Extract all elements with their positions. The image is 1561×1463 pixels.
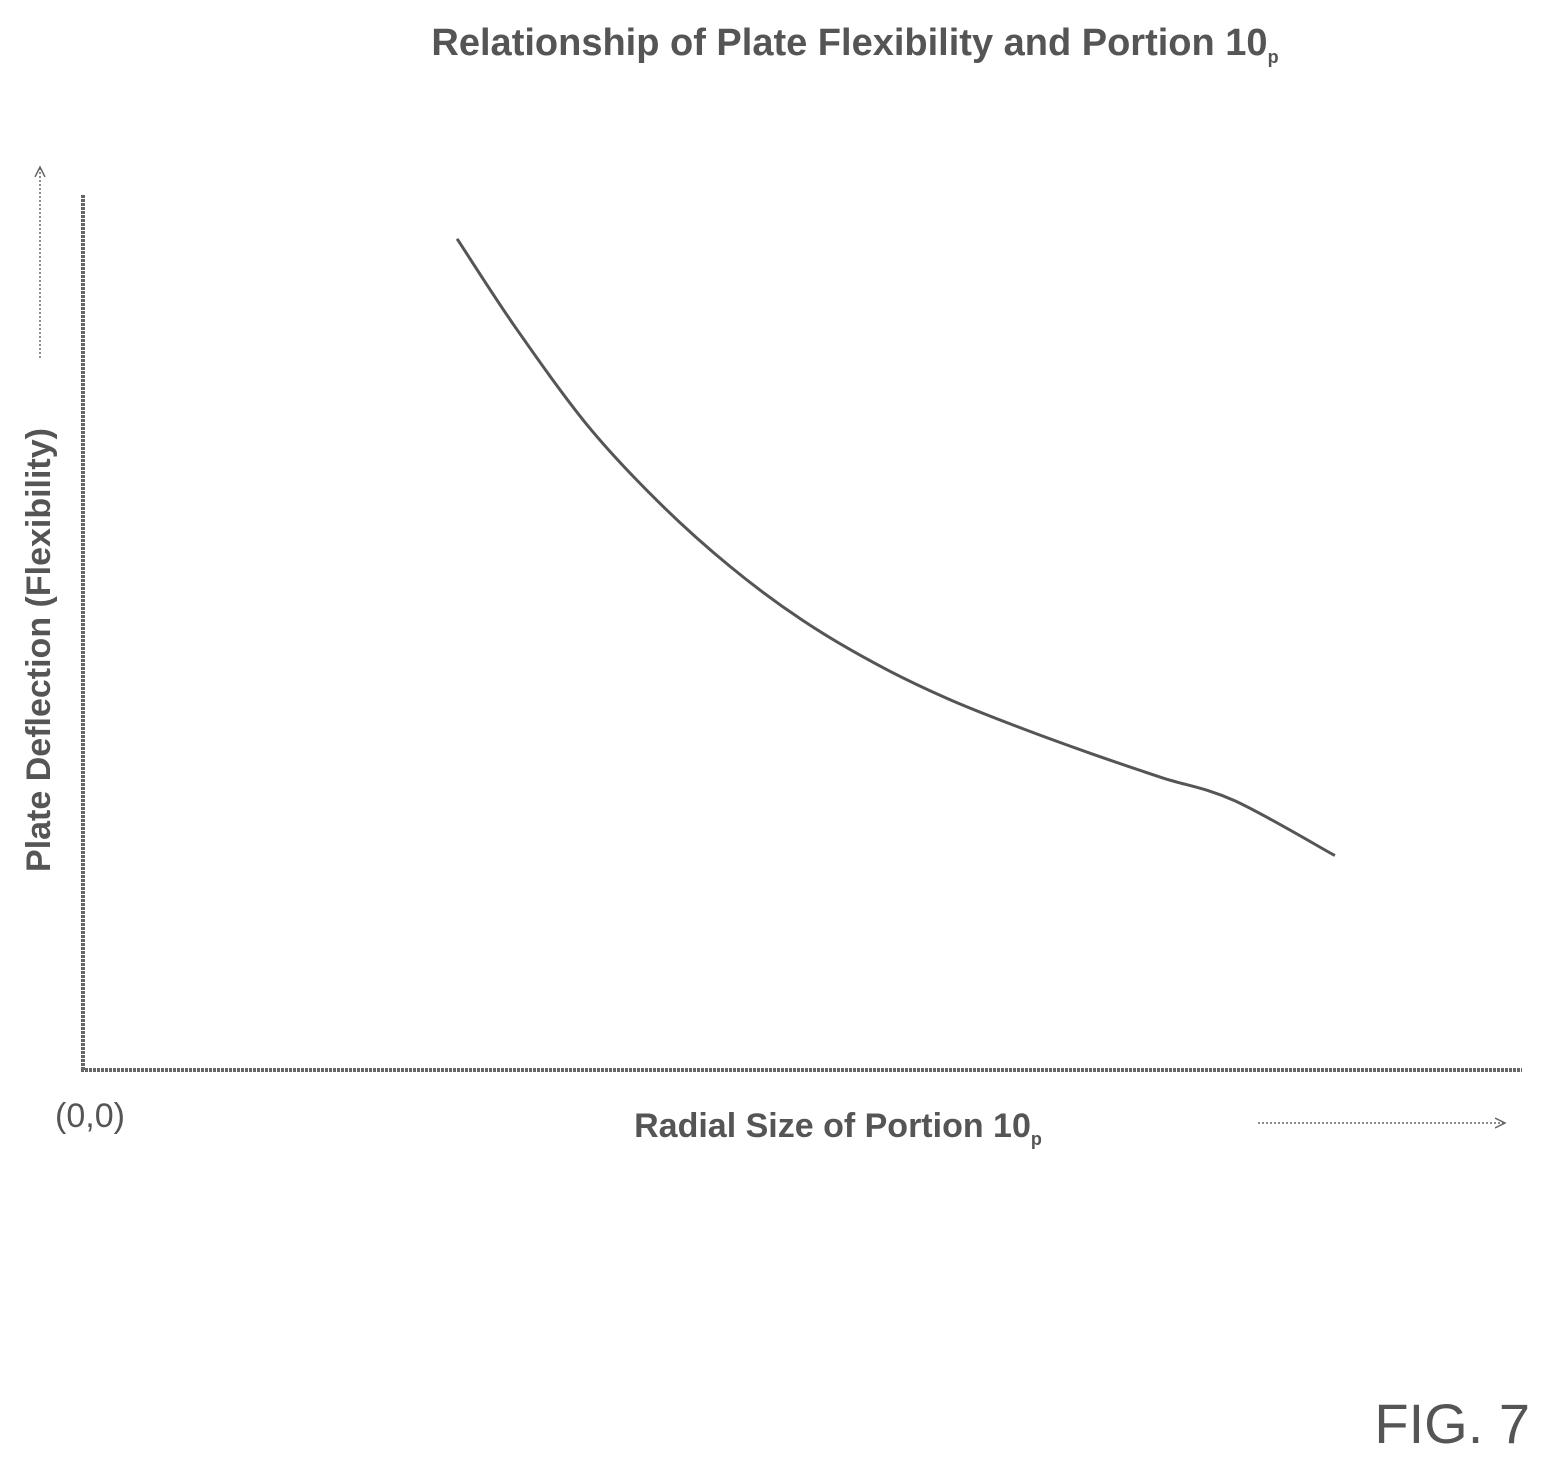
x-axis-label: Radial Size of Portion 10p: [634, 1107, 1042, 1149]
origin-label: (0,0): [55, 1097, 125, 1135]
y-axis-label: Plate Deflection (Flexibility): [20, 428, 58, 872]
series-line: [455, 237, 1336, 857]
figure-label: FIG. 7: [1374, 1392, 1530, 1455]
chart-title: Relationship of Plate Flexibility and Po…: [431, 22, 1278, 67]
